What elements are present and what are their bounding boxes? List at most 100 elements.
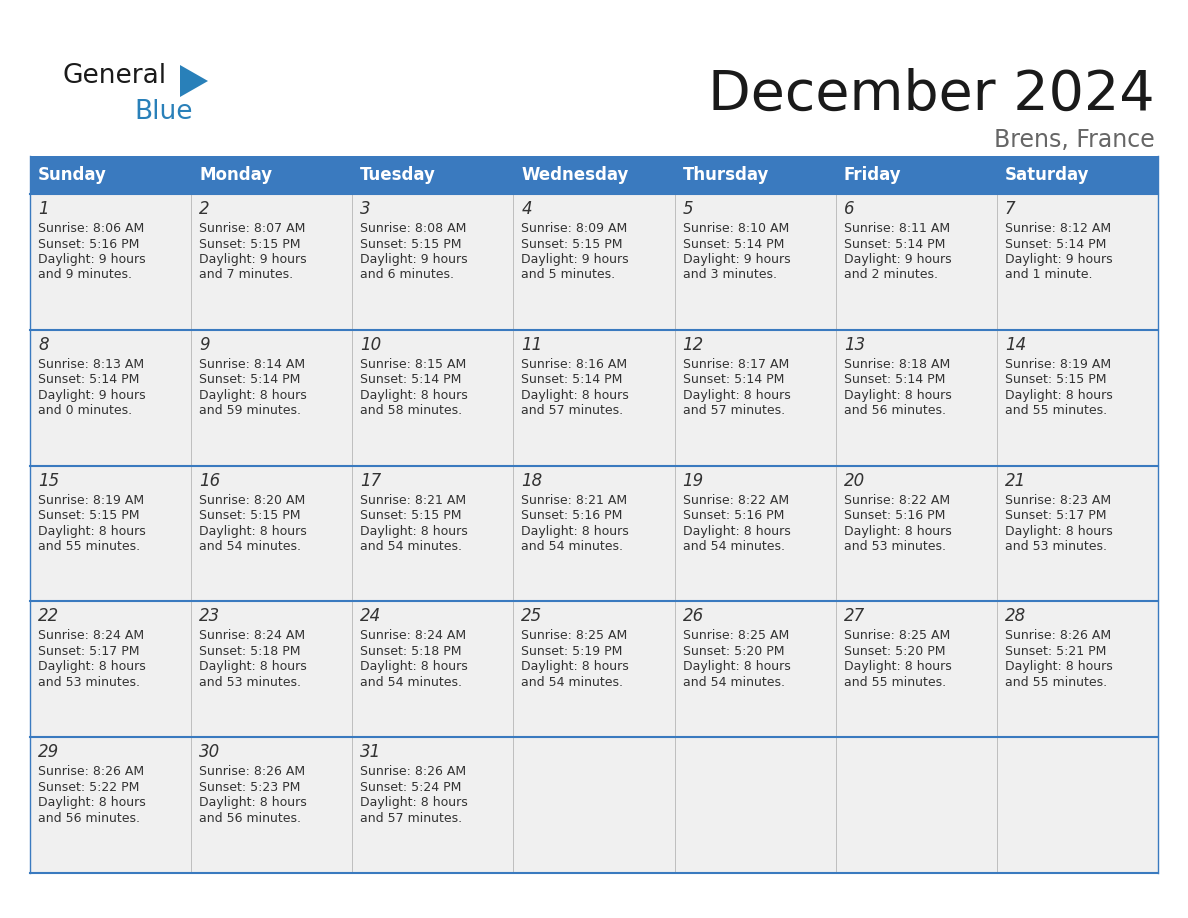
Text: 22: 22: [38, 608, 59, 625]
Text: and 57 minutes.: and 57 minutes.: [522, 404, 624, 418]
Text: Daylight: 9 hours: Daylight: 9 hours: [1005, 253, 1112, 266]
Bar: [675, 156, 835, 194]
Text: Sunrise: 8:16 AM: Sunrise: 8:16 AM: [522, 358, 627, 371]
Text: Sunrise: 8:20 AM: Sunrise: 8:20 AM: [200, 494, 305, 507]
Text: Daylight: 8 hours: Daylight: 8 hours: [843, 524, 952, 538]
Text: Daylight: 8 hours: Daylight: 8 hours: [200, 796, 307, 809]
Text: December 2024: December 2024: [708, 68, 1155, 122]
Text: Sunrise: 8:26 AM: Sunrise: 8:26 AM: [360, 766, 467, 778]
Text: Wednesday: Wednesday: [522, 166, 628, 184]
Text: Sunset: 5:15 PM: Sunset: 5:15 PM: [360, 509, 462, 522]
Text: Sunrise: 8:19 AM: Sunrise: 8:19 AM: [38, 494, 144, 507]
Text: 30: 30: [200, 744, 221, 761]
Text: 9: 9: [200, 336, 210, 353]
Text: 17: 17: [360, 472, 381, 489]
Text: Sunrise: 8:17 AM: Sunrise: 8:17 AM: [683, 358, 789, 371]
Text: 5: 5: [683, 200, 693, 218]
Text: 28: 28: [1005, 608, 1026, 625]
Text: and 59 minutes.: and 59 minutes.: [200, 404, 301, 418]
Text: and 53 minutes.: and 53 minutes.: [843, 540, 946, 554]
Text: Sunset: 5:20 PM: Sunset: 5:20 PM: [843, 645, 946, 658]
Text: Daylight: 8 hours: Daylight: 8 hours: [522, 389, 630, 402]
Text: 19: 19: [683, 472, 703, 489]
Text: Daylight: 8 hours: Daylight: 8 hours: [38, 524, 146, 538]
Text: Sunset: 5:15 PM: Sunset: 5:15 PM: [360, 238, 462, 251]
Text: Sunrise: 8:24 AM: Sunrise: 8:24 AM: [200, 630, 305, 643]
Text: Sunrise: 8:25 AM: Sunrise: 8:25 AM: [683, 630, 789, 643]
Text: and 3 minutes.: and 3 minutes.: [683, 268, 777, 282]
Text: Sunset: 5:14 PM: Sunset: 5:14 PM: [360, 374, 462, 386]
Text: Tuesday: Tuesday: [360, 166, 436, 184]
Text: Daylight: 8 hours: Daylight: 8 hours: [200, 660, 307, 674]
Text: Daylight: 8 hours: Daylight: 8 hours: [843, 389, 952, 402]
Bar: [353, 156, 513, 194]
Text: Sunset: 5:14 PM: Sunset: 5:14 PM: [1005, 238, 1106, 251]
Text: Sunday: Sunday: [38, 166, 107, 184]
Text: Sunset: 5:18 PM: Sunset: 5:18 PM: [200, 645, 301, 658]
Text: Thursday: Thursday: [683, 166, 769, 184]
Text: Daylight: 8 hours: Daylight: 8 hours: [683, 660, 790, 674]
Text: Daylight: 8 hours: Daylight: 8 hours: [38, 796, 146, 809]
Text: Daylight: 8 hours: Daylight: 8 hours: [360, 796, 468, 809]
Text: Daylight: 8 hours: Daylight: 8 hours: [360, 524, 468, 538]
Text: and 54 minutes.: and 54 minutes.: [200, 540, 301, 554]
Text: Daylight: 9 hours: Daylight: 9 hours: [200, 253, 307, 266]
Text: Sunrise: 8:07 AM: Sunrise: 8:07 AM: [200, 222, 305, 235]
Text: and 53 minutes.: and 53 minutes.: [38, 676, 140, 688]
Text: Sunset: 5:15 PM: Sunset: 5:15 PM: [200, 238, 301, 251]
Text: 15: 15: [38, 472, 59, 489]
Text: Sunrise: 8:25 AM: Sunrise: 8:25 AM: [843, 630, 950, 643]
Text: Daylight: 8 hours: Daylight: 8 hours: [360, 660, 468, 674]
Text: Sunrise: 8:12 AM: Sunrise: 8:12 AM: [1005, 222, 1111, 235]
Bar: [30, 601, 1158, 737]
Text: and 57 minutes.: and 57 minutes.: [683, 404, 785, 418]
Bar: [30, 194, 1158, 330]
Text: 3: 3: [360, 200, 371, 218]
Text: Sunrise: 8:18 AM: Sunrise: 8:18 AM: [843, 358, 950, 371]
Text: Daylight: 8 hours: Daylight: 8 hours: [522, 524, 630, 538]
Text: Sunset: 5:15 PM: Sunset: 5:15 PM: [200, 509, 301, 522]
Text: 18: 18: [522, 472, 543, 489]
Text: Daylight: 8 hours: Daylight: 8 hours: [683, 389, 790, 402]
Text: Saturday: Saturday: [1005, 166, 1089, 184]
Text: Sunrise: 8:24 AM: Sunrise: 8:24 AM: [38, 630, 144, 643]
Text: and 9 minutes.: and 9 minutes.: [38, 268, 132, 282]
Text: Friday: Friday: [843, 166, 902, 184]
Text: Sunset: 5:16 PM: Sunset: 5:16 PM: [522, 509, 623, 522]
Text: 12: 12: [683, 336, 703, 353]
Text: Sunrise: 8:14 AM: Sunrise: 8:14 AM: [200, 358, 305, 371]
Text: 1: 1: [38, 200, 49, 218]
Text: Sunset: 5:20 PM: Sunset: 5:20 PM: [683, 645, 784, 658]
Text: Sunset: 5:16 PM: Sunset: 5:16 PM: [683, 509, 784, 522]
Text: Daylight: 8 hours: Daylight: 8 hours: [1005, 389, 1113, 402]
Text: and 7 minutes.: and 7 minutes.: [200, 268, 293, 282]
Text: Sunset: 5:14 PM: Sunset: 5:14 PM: [843, 374, 946, 386]
Text: 8: 8: [38, 336, 49, 353]
Bar: [30, 156, 191, 194]
Text: 4: 4: [522, 200, 532, 218]
Text: and 56 minutes.: and 56 minutes.: [200, 812, 301, 824]
Text: Sunset: 5:14 PM: Sunset: 5:14 PM: [200, 374, 301, 386]
Text: and 6 minutes.: and 6 minutes.: [360, 268, 454, 282]
Text: 6: 6: [843, 200, 854, 218]
Text: and 53 minutes.: and 53 minutes.: [1005, 540, 1107, 554]
Text: 23: 23: [200, 608, 221, 625]
Text: 26: 26: [683, 608, 703, 625]
Text: Monday: Monday: [200, 166, 272, 184]
Text: and 5 minutes.: and 5 minutes.: [522, 268, 615, 282]
Text: General: General: [62, 63, 166, 89]
Text: Sunrise: 8:25 AM: Sunrise: 8:25 AM: [522, 630, 627, 643]
Text: Sunset: 5:18 PM: Sunset: 5:18 PM: [360, 645, 462, 658]
Text: and 55 minutes.: and 55 minutes.: [1005, 676, 1107, 688]
Text: and 55 minutes.: and 55 minutes.: [38, 540, 140, 554]
Text: and 54 minutes.: and 54 minutes.: [360, 676, 462, 688]
Text: and 56 minutes.: and 56 minutes.: [38, 812, 140, 824]
Text: Daylight: 8 hours: Daylight: 8 hours: [360, 389, 468, 402]
Text: 16: 16: [200, 472, 221, 489]
Text: and 53 minutes.: and 53 minutes.: [200, 676, 301, 688]
Text: Brens, France: Brens, France: [994, 128, 1155, 152]
Text: 31: 31: [360, 744, 381, 761]
Text: 2: 2: [200, 200, 210, 218]
Text: 10: 10: [360, 336, 381, 353]
Text: Sunrise: 8:09 AM: Sunrise: 8:09 AM: [522, 222, 627, 235]
